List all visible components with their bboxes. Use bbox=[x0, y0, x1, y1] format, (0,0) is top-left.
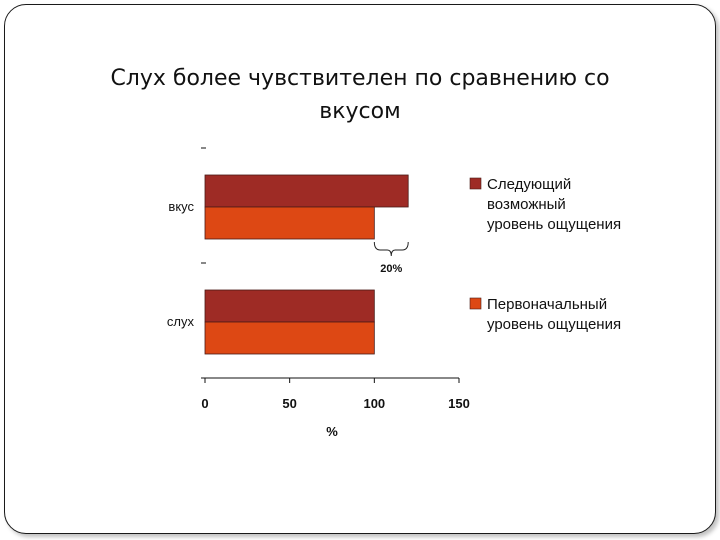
x-axis-title: % bbox=[326, 424, 338, 439]
x-tick-label: 150 bbox=[448, 396, 470, 411]
category-label: слух bbox=[167, 314, 195, 329]
slide-frame bbox=[4, 4, 716, 534]
slide-title: Слух более чувствителен по сравнению со … bbox=[110, 66, 610, 124]
legend-swatch bbox=[469, 297, 482, 310]
bar-next-level bbox=[204, 289, 375, 323]
bar-next-level bbox=[204, 174, 409, 208]
annotation-label: 20% bbox=[380, 263, 402, 275]
x-tick-label: 50 bbox=[282, 396, 296, 411]
annotation-brace bbox=[373, 241, 409, 257]
x-tick-label: 0 bbox=[201, 396, 208, 411]
bar-initial-level bbox=[204, 321, 375, 355]
legend-label: Первоначальный уровень ощущения bbox=[487, 296, 621, 333]
category-label: вкус bbox=[168, 199, 194, 214]
x-tick-label: 100 bbox=[363, 396, 385, 411]
bar-initial-level bbox=[204, 206, 375, 240]
legend-swatch bbox=[469, 177, 482, 190]
legend-label: Следующий возможный уровень ощущения bbox=[487, 176, 621, 233]
